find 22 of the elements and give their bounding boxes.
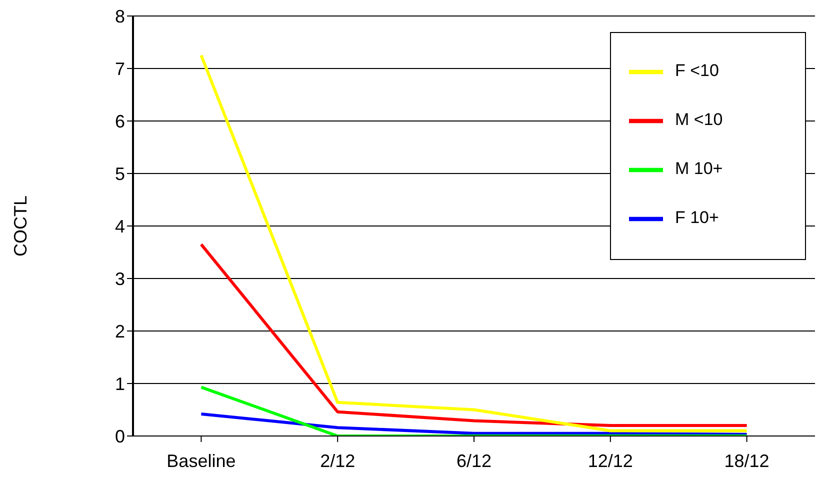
y-tick-label: 1 <box>114 374 125 394</box>
legend-label: M <10 <box>675 110 723 129</box>
y-tick-label: 8 <box>114 6 125 26</box>
x-tick-label: 6/12 <box>456 450 492 471</box>
y-axis-title: COCTL <box>10 195 30 257</box>
line-series <box>200 412 748 436</box>
y-tick-label: 0 <box>114 426 125 446</box>
x-tick-label: 2/12 <box>320 450 356 471</box>
x-tick-label: Baseline <box>166 450 236 471</box>
legend-label: M 10+ <box>675 159 723 178</box>
y-tick-label: 2 <box>114 321 125 342</box>
x-tick-label: 12/12 <box>588 450 633 471</box>
y-tick-label: 7 <box>114 58 125 79</box>
y-tick-label: 6 <box>114 111 125 132</box>
legend-label: F 10+ <box>675 208 719 227</box>
y-tick-label: 4 <box>114 216 125 236</box>
y-tick-label: 5 <box>114 164 125 184</box>
legend-label: F <10 <box>675 61 719 80</box>
line-series <box>200 242 748 427</box>
line-series <box>200 54 748 432</box>
y-tick-label: 3 <box>114 268 125 289</box>
x-tick-label: 18/12 <box>724 450 770 471</box>
